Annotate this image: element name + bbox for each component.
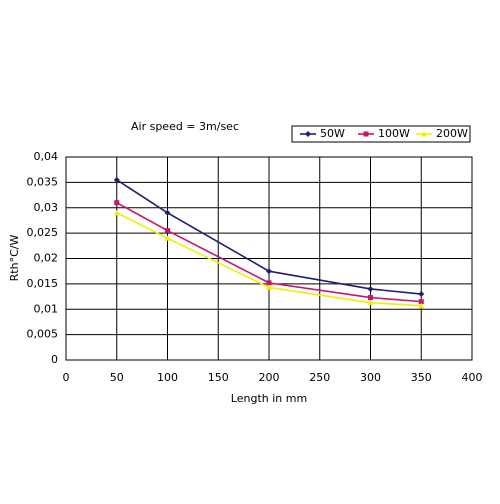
marker [418,302,425,309]
x-tick-label: 300 [360,371,381,384]
marker [164,235,171,241]
x-tick-label: 200 [259,371,280,384]
legend-label: 200W [436,127,468,140]
marker [363,131,369,137]
marker [165,228,170,234]
x-tick-label: 50 [110,371,124,384]
x-axis-label: Length in mm [231,392,307,405]
marker [266,284,272,290]
y-tick-label: 0,01 [34,302,59,315]
chart-title: Air speed = 3m/sec [131,120,239,133]
legend-label: 100W [378,127,410,140]
y-tick-label: 0,015 [27,277,59,290]
x-tick-label: 400 [462,371,483,384]
marker [418,299,424,305]
legend-label: 50W [320,127,345,140]
y-tick-label: 0,035 [27,175,59,188]
marker [114,200,120,206]
y-tick-label: 0,04 [34,150,59,163]
legend-box [291,125,471,143]
marker [164,209,171,216]
y-axis-label: Rth°C/W [8,235,21,282]
x-tick-label: 250 [309,371,330,384]
x-tick-label: 0 [63,371,70,384]
y-tick-label: 0,005 [27,328,59,341]
marker [113,176,120,183]
x-tick-label: 150 [208,371,229,384]
marker [367,285,374,292]
marker [305,131,311,137]
marker [418,291,425,298]
x-tick-label: 100 [157,371,178,384]
marker [266,268,272,275]
marker [113,209,120,216]
plot-border [65,156,473,361]
marker [367,299,374,306]
marker [421,131,427,137]
x-tick-label: 350 [411,371,432,384]
y-tick-label: 0,02 [34,252,59,265]
y-tick-label: 0 [51,353,58,366]
marker [266,280,272,286]
y-tick-label: 0,03 [34,201,59,214]
y-tick-label: 0,025 [27,226,59,239]
marker [368,295,373,301]
